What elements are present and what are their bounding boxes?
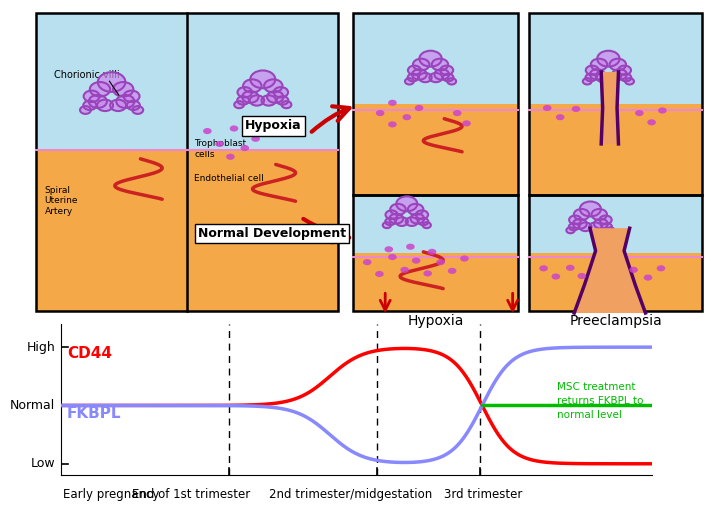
Text: FKBPL: FKBPL	[67, 406, 122, 421]
Text: Normal Development: Normal Development	[198, 227, 346, 241]
Text: End of 1st trimester: End of 1st trimester	[132, 488, 251, 501]
Text: Hypoxia: Hypoxia	[408, 314, 464, 327]
Text: Endothelial cell: Endothelial cell	[194, 174, 264, 183]
Text: Preeclampsia: Preeclampsia	[570, 314, 662, 327]
Text: Chorionic villi: Chorionic villi	[54, 69, 120, 80]
Text: 3rd trimester: 3rd trimester	[444, 488, 523, 501]
Text: CD44: CD44	[67, 345, 112, 361]
Text: Trophoblast
cells: Trophoblast cells	[194, 139, 246, 159]
Text: Normal: Normal	[10, 399, 55, 412]
Text: Hypoxia: Hypoxia	[245, 119, 302, 133]
Text: MSC treatment
returns FKBPL to
normal level: MSC treatment returns FKBPL to normal le…	[557, 382, 644, 420]
Text: High: High	[27, 341, 55, 354]
Text: 2nd trimester/midgestation: 2nd trimester/midgestation	[269, 488, 432, 501]
Text: Spiral
Uterine
Artery: Spiral Uterine Artery	[45, 186, 78, 216]
Text: Early pregnancy: Early pregnancy	[63, 488, 160, 501]
Text: Low: Low	[31, 457, 55, 470]
